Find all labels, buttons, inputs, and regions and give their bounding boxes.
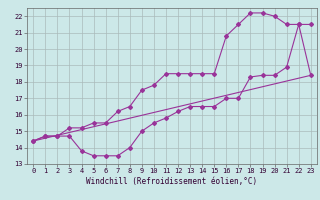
X-axis label: Windchill (Refroidissement éolien,°C): Windchill (Refroidissement éolien,°C): [86, 177, 258, 186]
